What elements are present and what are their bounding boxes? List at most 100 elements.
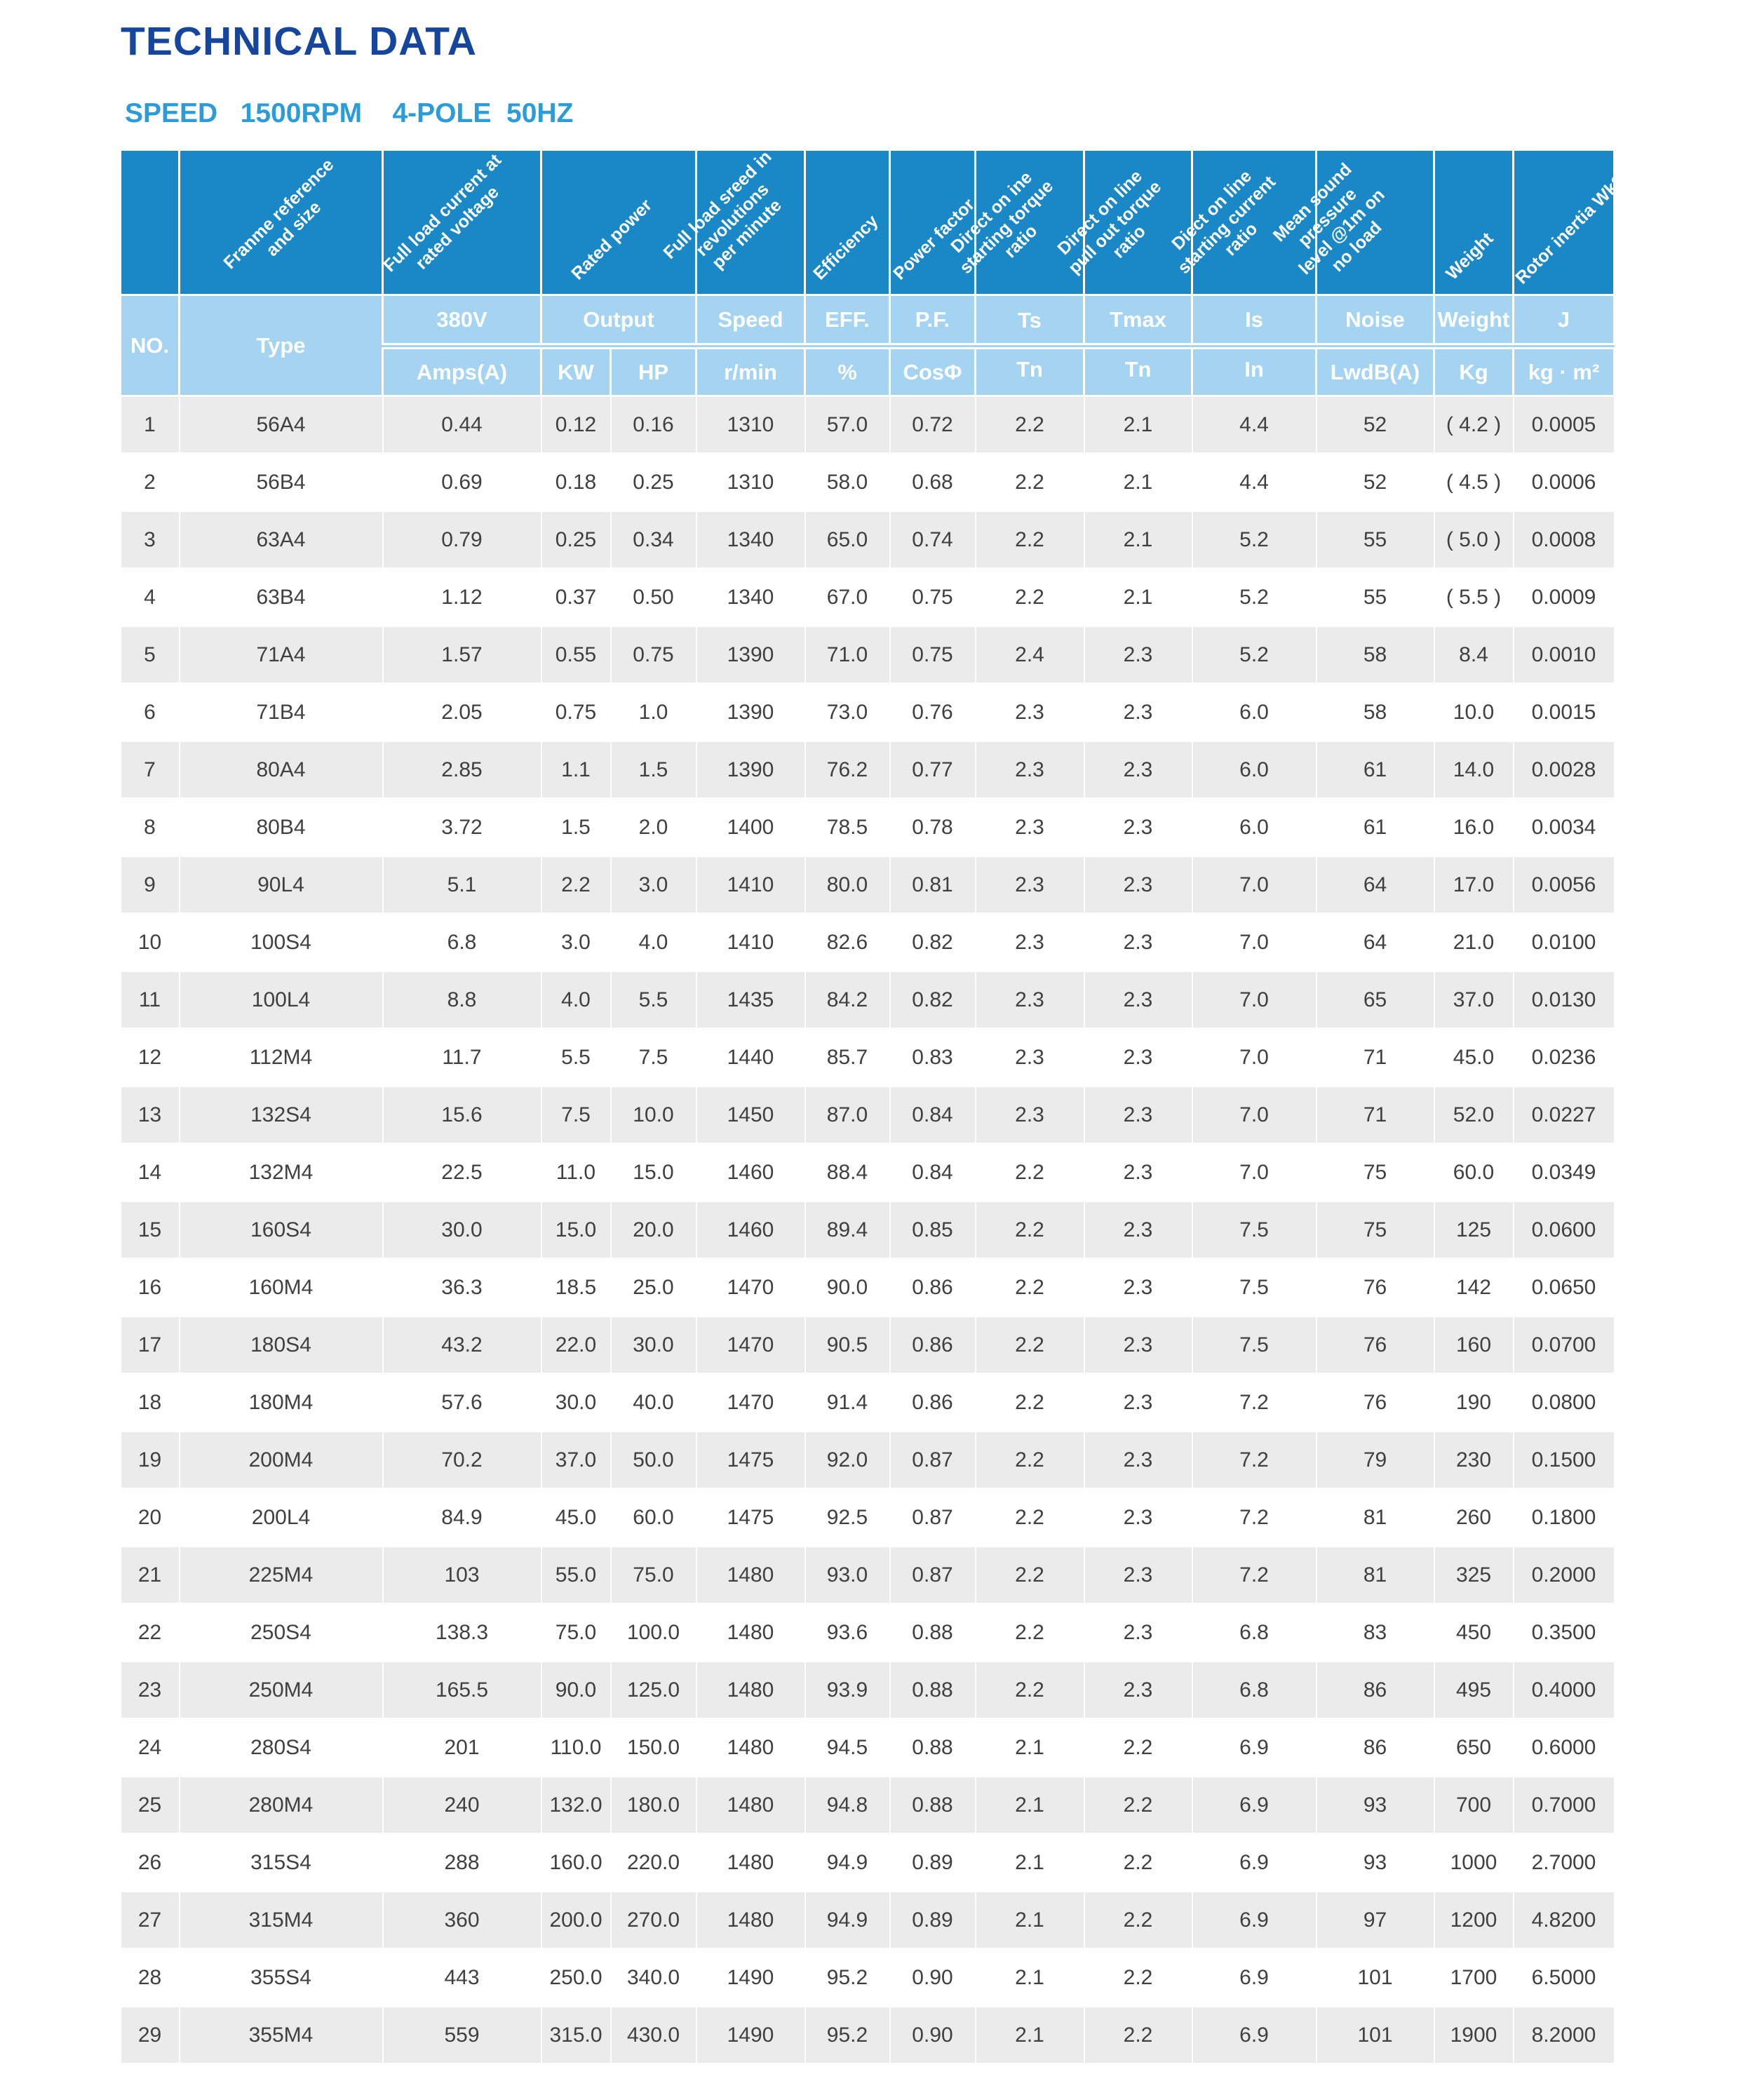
cell-kw: 200.0	[540, 1890, 612, 1950]
cell-eff: 57.0	[804, 395, 891, 454]
cell-type: 355S4	[178, 1948, 384, 2007]
cell-is-in: 7.0	[1191, 1143, 1317, 1202]
table-row: 7 80A4 2.85 1.1 1.5 1390 76.2 0.77 2.3 2…	[119, 740, 1615, 800]
cell-weight: 8.4	[1433, 625, 1514, 685]
table-row: 14 132M4 22.5 11.0 15.0 1460 88.4 0.84 2…	[119, 1143, 1615, 1202]
cell-hp: 60.0	[610, 1488, 697, 1547]
cell-no: 10	[119, 913, 180, 972]
cell-tmax-tn: 2.2	[1083, 1718, 1193, 1777]
cell-eff: 58.0	[804, 452, 891, 512]
cell-ts-tn: 2.1	[974, 1833, 1085, 1892]
column-header-tmax: Tmax	[1083, 294, 1193, 349]
cell-inertia: 0.0010	[1512, 625, 1615, 685]
cell-is-in: 6.8	[1191, 1660, 1317, 1720]
cell-cosphi: 0.90	[889, 2005, 976, 2065]
cell-no: 25	[119, 1775, 180, 1835]
cell-tmax-tn: 2.3	[1083, 1258, 1193, 1317]
cell-inertia: 0.7000	[1512, 1775, 1615, 1835]
cell-rmin: 1480	[695, 1890, 806, 1950]
cell-no: 26	[119, 1833, 180, 1892]
cell-noise: 79	[1315, 1430, 1435, 1490]
cell-tmax-tn: 2.3	[1083, 1028, 1193, 1087]
cell-type: 71B4	[178, 682, 384, 742]
cell-type: 180S4	[178, 1315, 384, 1375]
cell-weight: ( 5.5 )	[1433, 567, 1514, 627]
cell-noise: 55	[1315, 567, 1435, 627]
diagonal-header-rotor-inertia: Rotor inertia Wk2	[1511, 149, 1628, 296]
cell-tmax-tn: 2.3	[1083, 1603, 1193, 1662]
cell-no: 20	[119, 1488, 180, 1547]
cell-hp: 220.0	[610, 1833, 697, 1892]
cell-rmin: 1480	[695, 1718, 806, 1777]
cell-tmax-tn: 2.3	[1083, 970, 1193, 1030]
cell-type: 80A4	[178, 740, 384, 800]
cell-cosphi: 0.75	[889, 567, 976, 627]
cell-eff: 95.2	[804, 1948, 891, 2007]
cell-amps: 360	[382, 1890, 542, 1950]
cell-tmax-tn: 2.3	[1083, 1200, 1193, 1260]
cell-tmax-tn: 2.3	[1083, 1660, 1193, 1720]
table-row: 10 100S4 6.8 3.0 4.0 1410 82.6 0.82 2.3 …	[119, 913, 1615, 972]
cell-hp: 100.0	[610, 1603, 697, 1662]
cell-amps: 15.6	[382, 1085, 542, 1145]
cell-rmin: 1390	[695, 625, 806, 685]
cell-weight: ( 4.5 )	[1433, 452, 1514, 512]
cell-amps: 43.2	[382, 1315, 542, 1375]
cell-noise: 71	[1315, 1028, 1435, 1087]
cell-amps: 5.1	[382, 855, 542, 915]
cell-kw: 30.0	[540, 1373, 612, 1432]
cell-type: 250M4	[178, 1660, 384, 1720]
cell-is-in: 6.9	[1191, 1890, 1317, 1950]
cell-no: 14	[119, 1143, 180, 1202]
technical-data-table: Franme reference and size Full load curr…	[119, 147, 1628, 2065]
cell-hp: 0.50	[610, 567, 697, 627]
cell-tmax-tn: 2.1	[1083, 567, 1193, 627]
cell-cosphi: 0.76	[889, 682, 976, 742]
cell-cosphi: 0.78	[889, 797, 976, 857]
page-subtitle: SPEED 1500RPM 4-POLE 50HZ	[125, 98, 574, 128]
cell-type: 355M4	[178, 2005, 384, 2065]
table-row: 13 132S4 15.6 7.5 10.0 1450 87.0 0.84 2.…	[119, 1085, 1615, 1145]
cell-inertia: 0.0100	[1512, 913, 1615, 972]
cell-ts-tn: 2.2	[974, 1315, 1085, 1375]
cell-type: 56B4	[178, 452, 384, 512]
column-header-weight: Weight	[1433, 294, 1514, 349]
cell-inertia: 0.0600	[1512, 1200, 1615, 1260]
cell-hp: 20.0	[610, 1200, 697, 1260]
diagonal-header-weight: Weight	[1433, 149, 1514, 296]
diagonal-header-power-factor: Power factor	[889, 149, 978, 296]
cell-eff: 94.9	[804, 1833, 891, 1892]
cell-type: 63B4	[178, 567, 384, 627]
cell-kw: 37.0	[540, 1430, 612, 1490]
cell-cosphi: 0.72	[889, 395, 976, 454]
cell-is-in: 7.2	[1191, 1430, 1317, 1490]
cell-eff: 73.0	[804, 682, 891, 742]
cell-rmin: 1400	[695, 797, 806, 857]
cell-ts-tn: 2.3	[974, 682, 1085, 742]
cell-kw: 3.0	[540, 913, 612, 972]
cell-rmin: 1440	[695, 1028, 806, 1087]
cell-noise: 86	[1315, 1660, 1435, 1720]
cell-inertia: 0.2000	[1512, 1545, 1615, 1605]
cell-amps: 57.6	[382, 1373, 542, 1432]
cell-noise: 86	[1315, 1718, 1435, 1777]
cell-inertia: 0.0227	[1512, 1085, 1615, 1145]
cell-no: 21	[119, 1545, 180, 1605]
cell-noise: 81	[1315, 1488, 1435, 1547]
cell-type: 160M4	[178, 1258, 384, 1317]
cell-eff: 91.4	[804, 1373, 891, 1432]
cell-no: 13	[119, 1085, 180, 1145]
column-header-speed: Speed	[695, 294, 806, 349]
unit-header-row: Amps(A) KW HP r/min % CosΦ Tn Tn In LwdB…	[121, 345, 1615, 397]
diagonal-label-rated-power: Rated power	[567, 195, 656, 283]
table-row: 1 56A4 0.44 0.12 0.16 1310 57.0 0.72 2.2…	[119, 395, 1615, 454]
cell-hp: 5.5	[610, 970, 697, 1030]
column-header-type: Type	[178, 294, 384, 397]
diagonal-label-full-load-current: Full load current at rated voltage	[379, 150, 505, 276]
cell-no: 28	[119, 1948, 180, 2007]
cell-cosphi: 0.68	[889, 452, 976, 512]
table-row: 25 280M4 240 132.0 180.0 1480 94.8 0.88 …	[119, 1775, 1615, 1835]
cell-eff: 94.8	[804, 1775, 891, 1835]
cell-amps: 0.79	[382, 510, 542, 570]
cell-inertia: 0.0008	[1512, 510, 1615, 570]
